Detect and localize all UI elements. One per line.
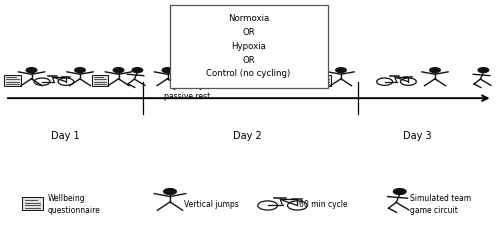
FancyBboxPatch shape <box>170 5 328 88</box>
Bar <box>314 75 331 85</box>
Text: Vertical jumps: Vertical jumps <box>184 200 239 209</box>
Circle shape <box>299 68 309 73</box>
Circle shape <box>162 68 173 73</box>
Text: Day 2: Day 2 <box>233 131 262 140</box>
Bar <box>4 75 21 85</box>
Text: Normoxia
OR
Hypoxia
OR
Control (no cycling): Normoxia OR Hypoxia OR Control (no cycli… <box>206 14 290 79</box>
Text: 60 min cycle: 60 min cycle <box>299 200 348 209</box>
Text: Day 3: Day 3 <box>403 131 432 140</box>
Circle shape <box>336 68 346 73</box>
Circle shape <box>201 68 212 73</box>
Circle shape <box>26 68 37 73</box>
Circle shape <box>164 189 176 195</box>
Circle shape <box>75 68 85 73</box>
Circle shape <box>478 68 488 73</box>
Text: Wellbeing
questionnaire: Wellbeing questionnaire <box>48 194 100 215</box>
Circle shape <box>430 68 440 73</box>
Bar <box>92 75 108 85</box>
Circle shape <box>113 68 124 73</box>
Circle shape <box>394 189 406 195</box>
Text: Day 1: Day 1 <box>50 131 80 140</box>
Bar <box>22 197 43 210</box>
Text: Simulated team
game circuit: Simulated team game circuit <box>410 194 471 215</box>
Text: 60 min
passive rest: 60 min passive rest <box>164 82 210 101</box>
Circle shape <box>132 68 142 73</box>
